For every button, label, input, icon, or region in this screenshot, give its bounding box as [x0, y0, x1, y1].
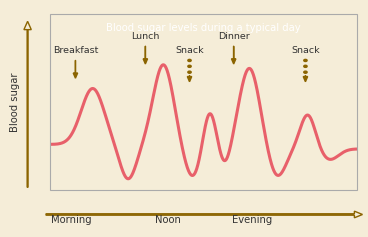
Text: Snack: Snack [175, 46, 204, 55]
Text: Blood sugar levels during a typical day: Blood sugar levels during a typical day [106, 23, 301, 33]
Text: Breakfast: Breakfast [53, 46, 98, 55]
Text: Dinner: Dinner [218, 32, 250, 41]
Text: Blood sugar: Blood sugar [10, 72, 20, 132]
Text: Lunch: Lunch [131, 32, 160, 41]
Text: Noon: Noon [155, 215, 180, 225]
Text: Morning: Morning [52, 215, 92, 225]
Text: Evening: Evening [232, 215, 272, 225]
Text: Snack: Snack [291, 46, 320, 55]
